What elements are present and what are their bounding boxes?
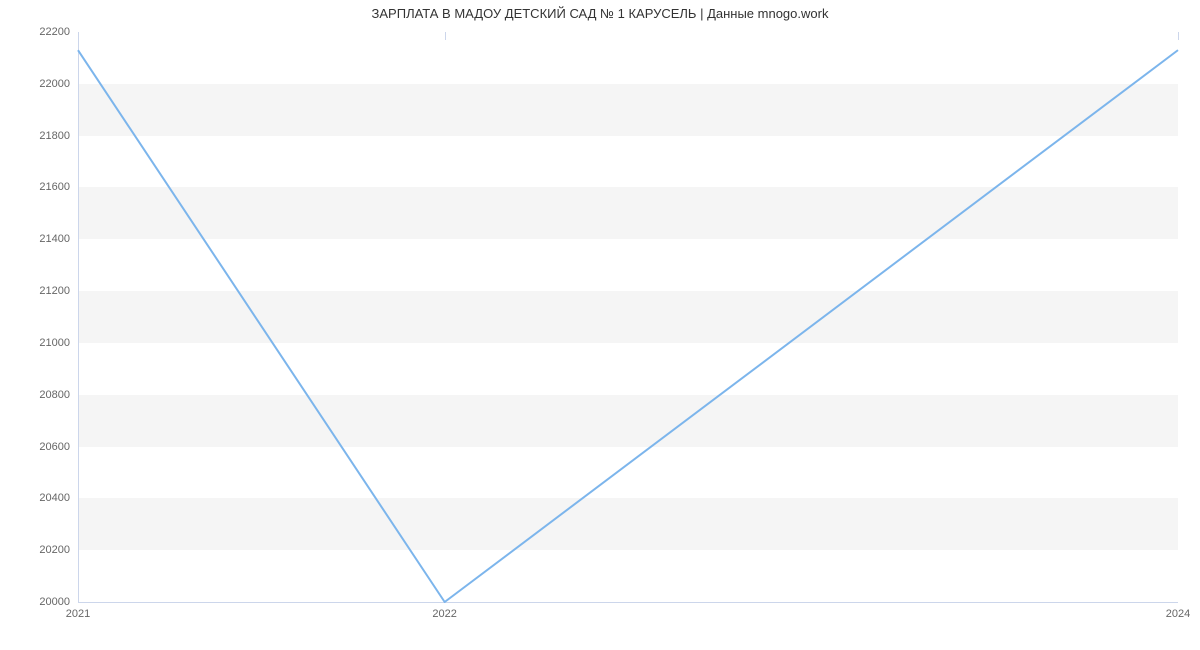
- y-tick-label: 20200: [10, 544, 70, 556]
- plot-area: 2000020200204002060020800210002120021400…: [78, 32, 1178, 602]
- y-tick-label: 22200: [10, 26, 70, 38]
- y-tick-label: 20000: [10, 596, 70, 608]
- y-tick-label: 21800: [10, 130, 70, 142]
- y-tick-label: 21400: [10, 233, 70, 245]
- y-tick-label: 22000: [10, 78, 70, 90]
- x-tick-mark: [78, 32, 79, 40]
- chart-title: ЗАРПЛАТА В МАДОУ ДЕТСКИЙ САД № 1 КАРУСЕЛ…: [0, 6, 1200, 21]
- series-line: [78, 50, 1178, 602]
- x-tick-mark: [1178, 32, 1179, 40]
- x-axis-line: [78, 602, 1178, 603]
- y-tick-label: 20400: [10, 492, 70, 504]
- y-tick-label: 21600: [10, 181, 70, 193]
- x-tick-label: 2022: [432, 608, 456, 620]
- x-tick-label: 2021: [66, 608, 90, 620]
- y-tick-label: 20800: [10, 389, 70, 401]
- y-tick-label: 21200: [10, 285, 70, 297]
- y-tick-label: 21000: [10, 337, 70, 349]
- y-tick-label: 20600: [10, 441, 70, 453]
- x-tick-mark: [445, 32, 446, 40]
- salary-line-chart: ЗАРПЛАТА В МАДОУ ДЕТСКИЙ САД № 1 КАРУСЕЛ…: [0, 0, 1200, 650]
- x-tick-label: 2024: [1166, 608, 1190, 620]
- line-layer: [78, 32, 1178, 602]
